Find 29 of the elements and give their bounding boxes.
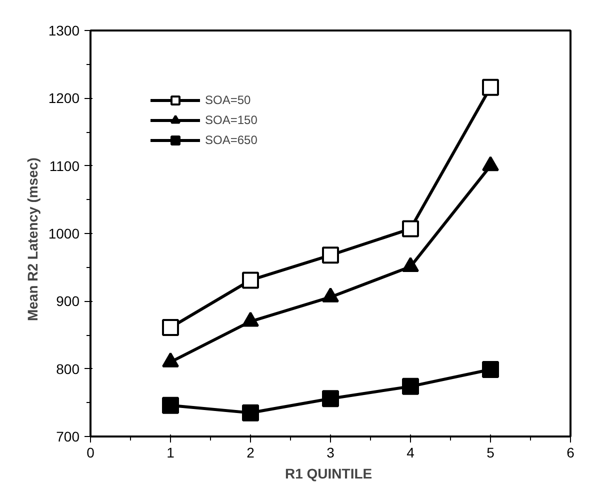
x-tick-label: 5 [486,444,495,460]
point [402,378,419,395]
y-tick-label: 900 [56,293,80,310]
x-axis-title: R1 QUINTILE [284,466,372,482]
point [482,361,499,378]
point [482,78,499,96]
point [162,319,179,336]
x-tick-label: 3 [326,444,335,460]
x-tick-label: 0 [86,444,95,460]
y-tick-label: 1300 [48,22,80,38]
point [242,404,259,422]
point [162,396,179,414]
y-tick-label: 1100 [49,158,80,174]
y-axis-title: Mean R2 Latency (msec) [24,158,40,322]
legend-label: SOA=650 [205,133,258,147]
y-tick-label: 700 [56,428,80,444]
x-tick-label: 1 [166,444,175,460]
x-tick-label: 2 [246,444,255,460]
point [402,220,419,238]
y-tick-label: 1000 [48,226,80,242]
legend-label: SOA=50 [205,93,251,107]
x-tick-label: 4 [406,444,415,460]
point [242,272,259,289]
point [322,390,339,408]
x-tick-label: 6 [566,444,575,460]
y-tick-label: 1200 [48,90,80,106]
y-tick-label: 800 [56,360,80,377]
point [322,246,339,264]
legend-label: SOA=150 [205,113,258,127]
